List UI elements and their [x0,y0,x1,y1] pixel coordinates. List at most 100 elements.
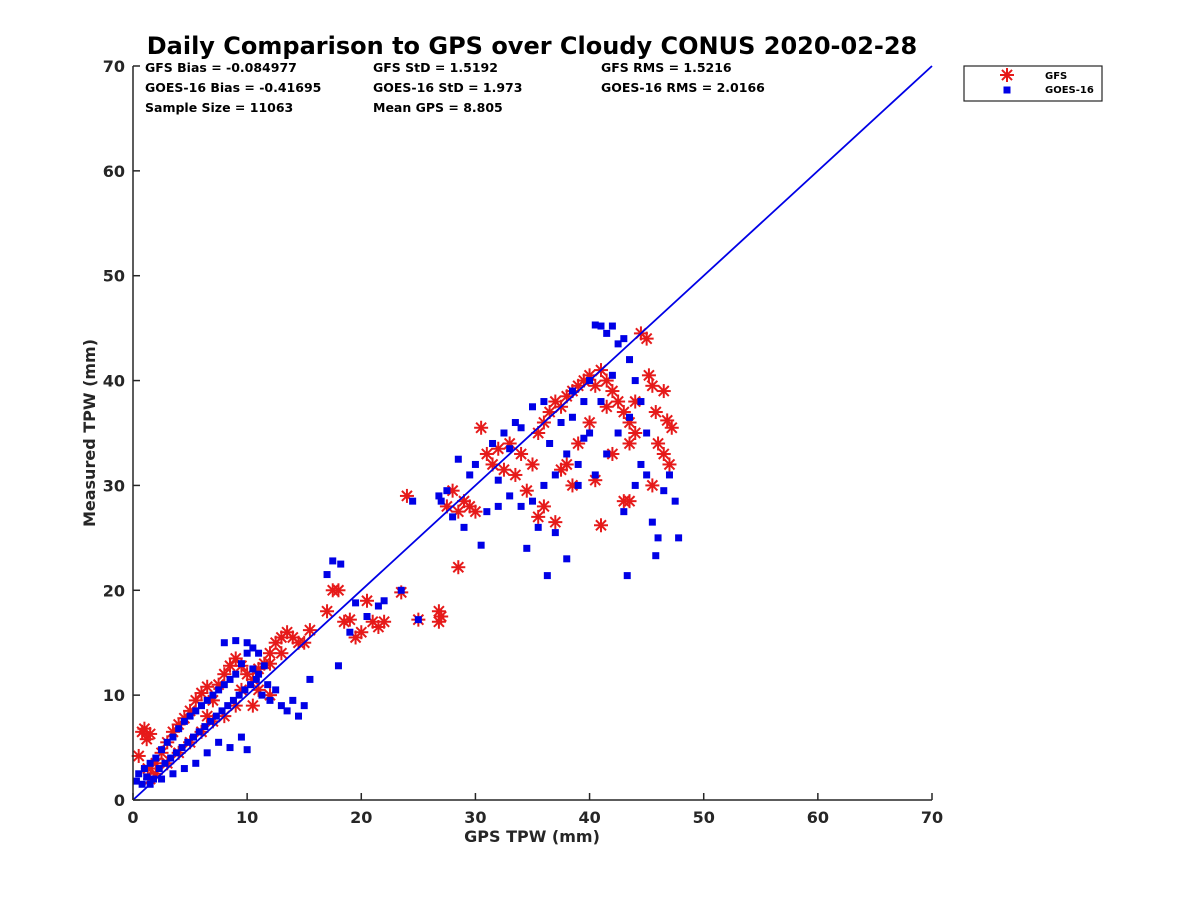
goes-16-point [643,429,651,437]
goes-16-point [264,681,272,689]
goes-16-point [161,759,169,767]
gfs-point [451,560,466,575]
gfs-point [342,612,357,627]
x-tick-label: 50 [693,808,715,827]
goes-16-point [209,691,217,699]
x-tick-label: 70 [921,808,943,827]
goes-16-point [540,481,548,489]
gfs-point [274,646,289,661]
goes-16-point [203,696,211,704]
gfs-point [641,368,656,383]
goes-16-point [329,557,337,565]
goes-16-point [186,712,194,720]
stat-gfs-bias: GFS Bias = -0.084977 [145,60,297,75]
legend-marker-goes [1003,86,1011,94]
goes-16-point [215,738,223,746]
legend-label-goes: GOES-16 [1045,85,1094,96]
y-tick-label: 50 [103,267,125,286]
goes-16-point [631,377,639,385]
goes-16-point [563,450,571,458]
gfs-point [491,441,506,456]
goes-16-point [517,424,525,432]
gfs-point [662,457,677,472]
goes-16-point [207,717,215,725]
goes-16-point [620,335,628,343]
goes-16-point [229,696,237,704]
stat-mean-gps: Mean GPS = 8.805 [373,100,503,115]
goes-16-point [449,513,457,521]
x-ticks: 0 10 20 30 40 50 60 70 [127,793,943,827]
goes-16-point [132,777,140,785]
gfs-point [536,499,551,514]
goes-16-point [529,403,536,411]
goes-16-point [608,371,616,379]
goes-16-point [409,497,417,505]
goes-16-point [437,497,445,505]
goes-16-point [489,439,497,447]
goes-16-point [380,597,388,605]
gfs-point [474,420,489,435]
goes-16-point [586,429,594,437]
legend-marker-gfs [1000,68,1014,82]
gfs-point [639,331,654,346]
goes-16-point [597,398,605,406]
gfs-point [468,504,483,519]
goes-16-point [511,419,519,427]
gfs-point [359,593,374,608]
x-tick-label: 20 [350,808,372,827]
gfs-point [645,478,660,493]
goes-16-point [255,649,263,657]
stat-goes-bias: GOES-16 Bias = -0.41695 [145,80,321,95]
goes-16-point [306,675,314,683]
goes-16-point [272,686,280,694]
goes-16-point [232,637,240,645]
gfs-point [302,623,317,638]
gfs-point [548,515,563,530]
goes-16-point [180,717,188,725]
goes-16-point [637,460,645,468]
goes-16-point [224,702,232,710]
goes-16-point [175,725,183,733]
chart-title: Daily Comparison to GPS over Cloudy CONU… [147,32,918,60]
gfs-point [131,748,146,763]
goes-16-point [152,754,160,762]
goes-16-point [631,481,639,489]
goes-16-point [201,723,209,731]
gfs-point [320,604,335,619]
goes-16-point [258,691,266,699]
goes-16-point [218,707,226,715]
gfs-point [616,494,631,509]
goes-16-point [192,707,200,715]
gfs-point [143,726,158,741]
goes-16-point [184,738,192,746]
goes-16-point [249,665,257,673]
y-tick-label: 40 [103,372,125,391]
gfs-point [664,420,679,435]
goes-16-point [652,552,660,560]
gfs-point [331,583,346,598]
goes-16-point [477,541,485,549]
goes-16-point [568,387,576,395]
goes-16-point [140,765,148,773]
goes-16-point [283,707,291,715]
goes-16-point [665,471,673,479]
goes-16-point [568,413,576,421]
y-tick-label: 0 [114,791,125,810]
goes-16-point [252,675,260,683]
goes-16-point [243,649,251,657]
goes-16-point [574,481,582,489]
gfs-point [200,679,215,694]
goes-16-point [150,775,158,783]
gfs-point [648,405,663,420]
goes-16-point [212,712,220,720]
goes-16-point [135,770,143,778]
gfs-point [377,614,392,629]
goes-16-point [243,746,251,754]
goes-16-point [574,460,582,468]
goes-16-point [146,759,154,767]
gfs-point [354,625,369,640]
goes-16-point [460,523,468,531]
legend-gfs-asterisk [1000,68,1014,82]
goes-16-point [243,639,251,647]
goes-16-point [443,487,451,495]
